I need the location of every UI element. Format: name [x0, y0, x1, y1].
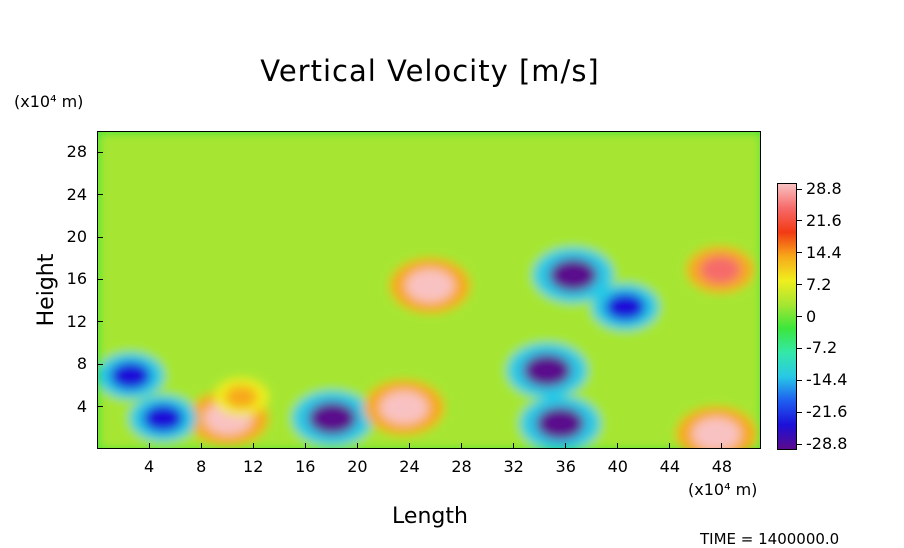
x-tick-mark [304, 443, 306, 449]
colorbar-tick-mark [797, 220, 802, 222]
y-tick-mark [97, 151, 103, 153]
x-tick-mark [513, 443, 515, 449]
x-tick-mark [408, 443, 410, 449]
colorbar-tick-label: 21.6 [806, 210, 842, 230]
x-tick-mark [200, 443, 202, 449]
y-tick-label: 16 [66, 269, 87, 289]
x-axis-label: Length [392, 504, 468, 529]
y-tick-mark [97, 194, 103, 196]
x-tick-label: 8 [196, 457, 207, 476]
field-feature [406, 269, 454, 303]
x-tick-label: 40 [607, 457, 628, 476]
plot-area [97, 131, 761, 449]
field-feature [692, 417, 741, 448]
y-tick-mark [97, 278, 103, 280]
x-tick-label: 28 [451, 457, 472, 476]
colorbar-tick-mark [797, 347, 802, 349]
colorbar [777, 183, 797, 450]
y-axis-unit: (x10⁴ m) [14, 92, 84, 111]
colorbar-tick-mark [797, 252, 802, 254]
x-tick-label: 4 [143, 457, 155, 476]
x-tick-label: 36 [555, 457, 576, 476]
x-tick-label: 24 [399, 457, 420, 476]
y-tick-mark [97, 236, 103, 238]
colorbar-tick-label: -14.4 [806, 370, 848, 390]
time-label: TIME = 1400000.0 [700, 530, 840, 548]
colorbar-tick-label: -21.6 [806, 402, 848, 422]
x-tick-label: 32 [503, 457, 524, 476]
field-feature [308, 401, 357, 435]
x-tick-mark [461, 443, 463, 449]
field-feature [700, 256, 741, 284]
x-tick-mark [565, 443, 567, 449]
x-axis-unit: (x10⁴ m) [688, 480, 758, 499]
x-tick-mark [252, 443, 254, 449]
velocity-field [98, 132, 760, 448]
colorbar-tick-label: -28.8 [806, 434, 848, 453]
x-tick-label: 12 [243, 457, 264, 476]
x-tick-mark [669, 443, 671, 449]
colorbar-tick-label: 14.4 [806, 242, 842, 262]
y-tick-mark [97, 406, 103, 408]
x-tick-mark [148, 443, 150, 449]
chart-title: Vertical Velocity [m/s] [260, 54, 600, 88]
x-tick-label: 16 [295, 457, 316, 476]
x-tick-label: 20 [347, 457, 368, 476]
y-tick-label: 28 [66, 142, 87, 162]
field-feature [143, 404, 184, 432]
colorbar-tick-mark [797, 188, 802, 190]
y-tick-label: 12 [66, 311, 87, 331]
field-feature [225, 385, 258, 409]
x-tick-mark [617, 443, 619, 449]
field-feature [549, 258, 598, 292]
colorbar-tick-label: 7.2 [806, 274, 832, 294]
x-tick-label: 44 [659, 457, 681, 476]
y-tick-label: 8 [76, 354, 87, 374]
field-feature [380, 391, 428, 424]
colorbar-tick-label: -7.2 [806, 338, 838, 358]
colorbar-tick-mark [797, 411, 802, 413]
y-tick-label: 4 [76, 396, 87, 416]
y-tick-mark [97, 363, 103, 365]
field-feature [110, 362, 151, 390]
y-tick-mark [97, 321, 103, 323]
y-tick-label: 24 [66, 184, 87, 204]
field-feature [605, 293, 646, 321]
x-tick-label: 48 [711, 457, 733, 476]
colorbar-tick-mark [797, 284, 802, 286]
y-tick-label: 20 [66, 227, 87, 246]
colorbar-tick-mark [797, 443, 802, 445]
field-band [98, 132, 760, 238]
x-tick-mark [721, 443, 723, 449]
x-tick-mark [356, 443, 358, 449]
colorbar-tick-label: 28.8 [806, 179, 842, 198]
field-feature [536, 407, 585, 440]
colorbar-tick-label: 0 [806, 306, 817, 326]
field-feature [523, 354, 572, 387]
colorbar-tick-mark [797, 379, 802, 381]
colorbar-tick-mark [797, 316, 802, 317]
